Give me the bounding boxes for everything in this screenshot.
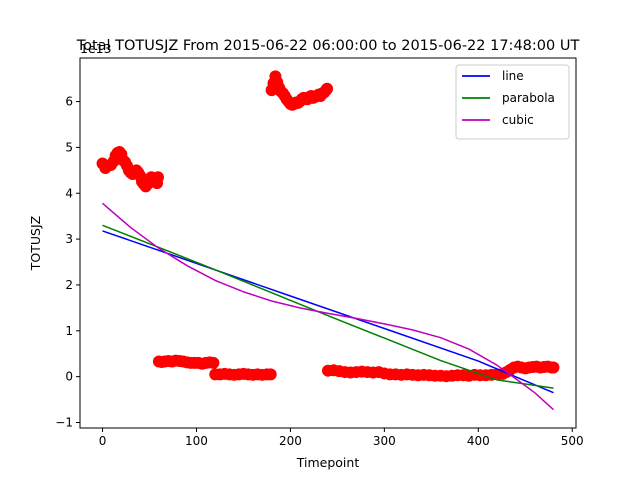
legend-label: line (502, 69, 524, 83)
y-tick-label: −1 (55, 415, 73, 429)
offset-label: 1e13 (80, 41, 112, 56)
y-tick-label: 0 (65, 370, 73, 384)
x-tick-label: 200 (279, 434, 302, 448)
scatter-point (321, 82, 334, 95)
chart-title: Total TOTUSJZ From 2015-06-22 06:00:00 t… (76, 38, 580, 54)
x-tick-label: 100 (185, 434, 208, 448)
x-tick-label: 500 (561, 434, 584, 448)
y-tick-label: 3 (65, 232, 73, 246)
legend-label: cubic (502, 113, 534, 127)
series-line-cubic (102, 202, 555, 411)
x-axis-label: Timepoint (296, 455, 360, 470)
y-tick-label: 1 (65, 324, 73, 338)
y-tick-label: 4 (65, 186, 73, 200)
y-axis-label: TOTUSJZ (28, 216, 43, 271)
x-tick-label: 0 (99, 434, 107, 448)
legend-label: parabola (502, 91, 555, 105)
y-tick-label: 5 (65, 140, 73, 154)
scatter-point (264, 368, 277, 381)
y-tick-label: 6 (65, 95, 73, 109)
x-tick-label: 400 (467, 434, 490, 448)
legend: line parabola cubic (455, 64, 570, 140)
scatter-point (151, 171, 164, 184)
plot-frame (79, 57, 577, 429)
series-line-line (102, 230, 554, 394)
x-tick-label: 300 (373, 434, 396, 448)
scatter-point (547, 361, 560, 374)
series-line-parabola (102, 224, 554, 389)
scatter-point (207, 356, 220, 369)
y-tick-label: 2 (65, 278, 73, 292)
